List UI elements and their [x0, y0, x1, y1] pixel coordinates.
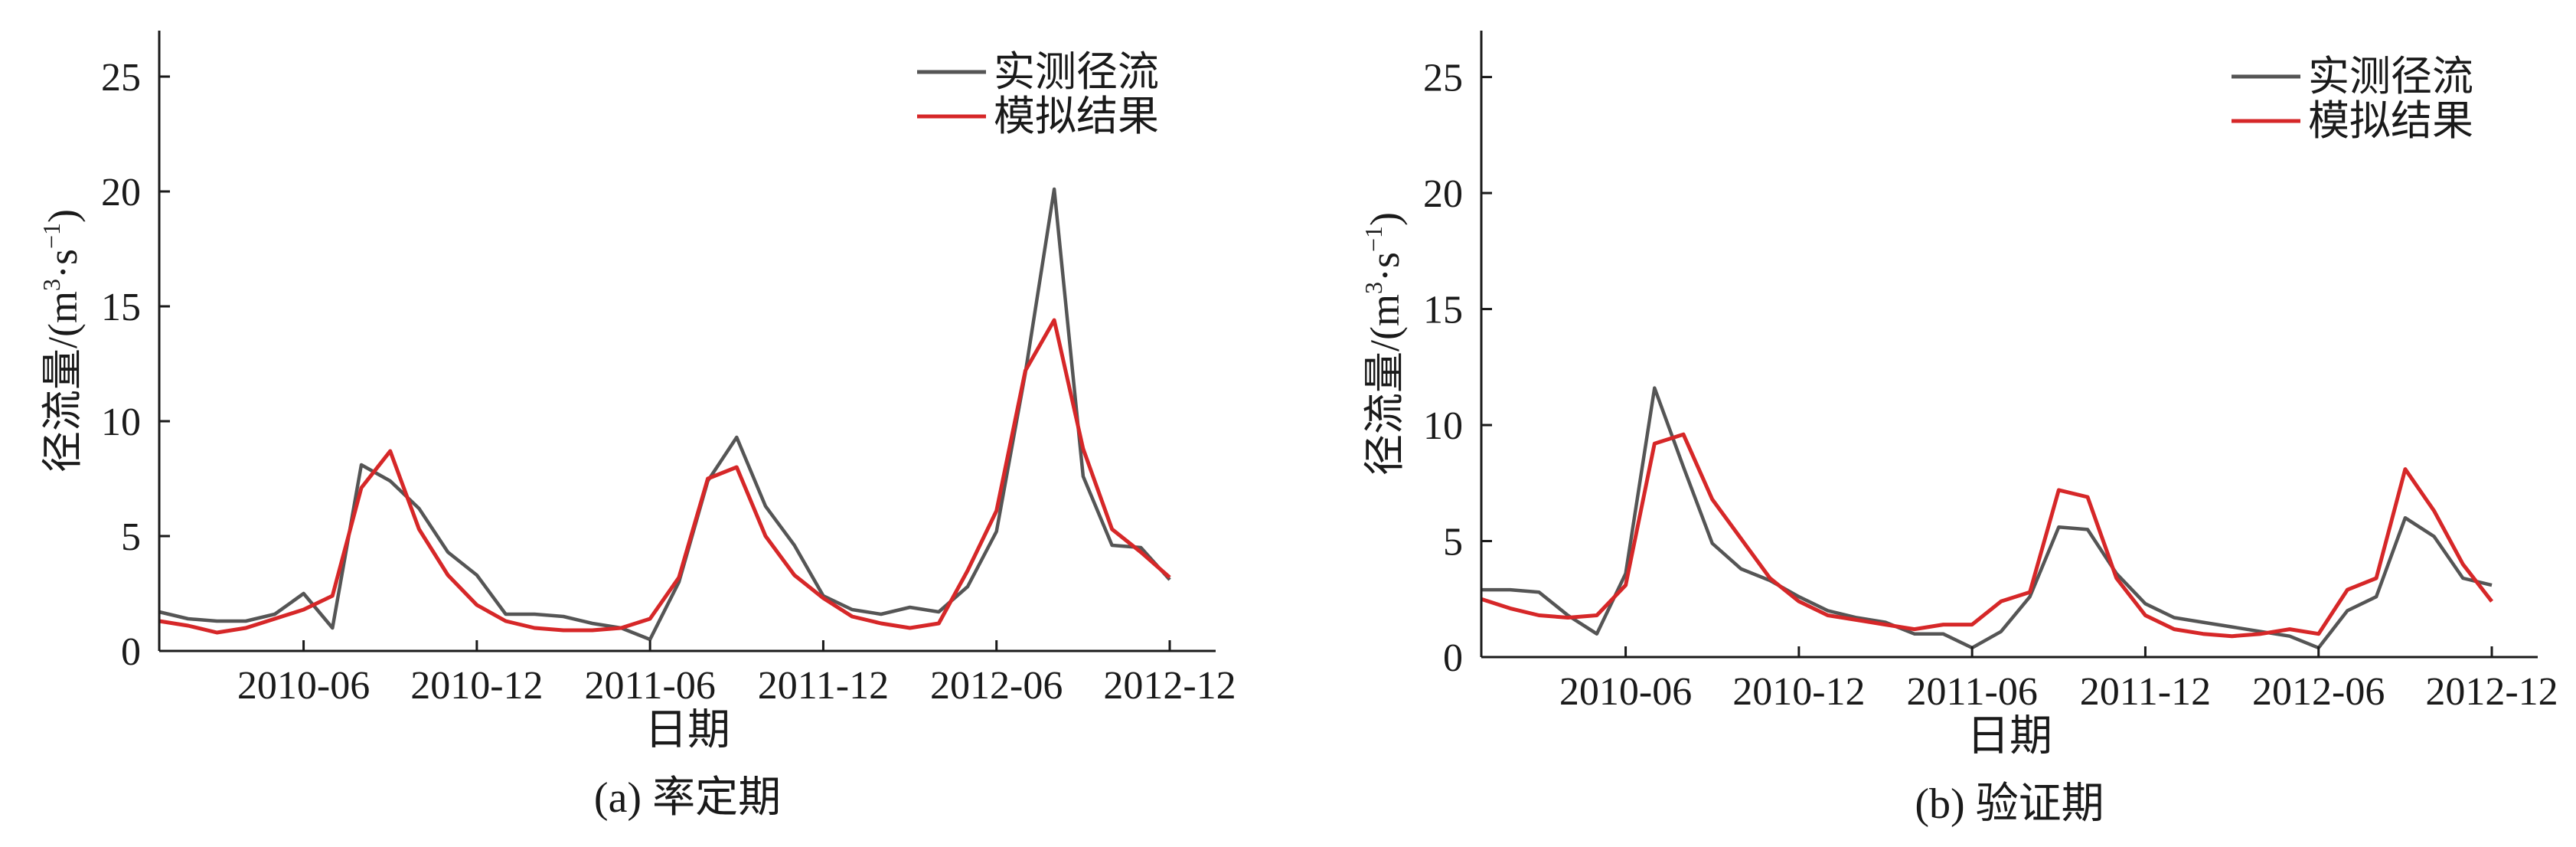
legend-label-simulated: 模拟结果 [2308, 98, 2473, 144]
series-line-simulated [1481, 432, 2493, 639]
x-tick-label: 2011-12 [758, 664, 889, 708]
y-tick-label: 25 [101, 56, 141, 100]
y-tick-label: 5 [1443, 521, 1463, 564]
y-tick-layer: 0 5 10 15 20 25 [1423, 57, 1492, 680]
series-line-observed [158, 187, 1171, 642]
y-tick-label: 25 [1423, 57, 1463, 100]
y-tick-label: 10 [101, 401, 141, 444]
y-tick-label: 5 [121, 515, 141, 559]
x-tick-label: 2012-12 [1103, 664, 1236, 708]
y-tick-label: 20 [101, 171, 141, 214]
y-axis-label: 径流量/(m3·s−1) [38, 209, 86, 473]
series-layer [158, 187, 1171, 642]
legend-label-observed: 实测径流 [994, 49, 1159, 95]
y-tick-label: 15 [101, 286, 141, 329]
x-tick-label: 2012-12 [2425, 670, 2558, 714]
x-tick-label: 2012-06 [930, 664, 1063, 708]
series-line-observed [1481, 386, 2493, 650]
series-line-simulated [158, 318, 1171, 635]
legend-label-observed: 实测径流 [2308, 54, 2473, 100]
x-axis-label: 日期 [645, 707, 730, 754]
panel-caption: (a) 率定期 [594, 774, 781, 822]
x-axis-label: 日期 [1967, 713, 2052, 760]
x-tick-label: 2010-12 [410, 664, 543, 708]
series-layer [1481, 386, 2493, 650]
y-tick-label: 20 [1423, 172, 1463, 216]
legend: 实测径流 模拟结果 [2232, 54, 2473, 144]
x-tick-layer: 2010-06 2010-12 2011-06 2011-12 2012-06 2012-… [237, 640, 1236, 708]
y-tick-label: 0 [1443, 636, 1463, 680]
panel-caption: (b) 验证期 [1915, 780, 2104, 828]
x-tick-label: 2011-12 [2080, 670, 2211, 714]
x-tick-label: 2012-06 [2252, 670, 2385, 714]
y-tick-layer: 0 5 10 15 20 25 [101, 56, 170, 674]
x-tick-layer: 2010-06 2010-12 2011-06 2011-12 2012-06 2012-… [1559, 646, 2558, 714]
legend-label-simulated: 模拟结果 [994, 93, 1159, 139]
x-tick-label: 2011-06 [1906, 670, 2037, 714]
x-tick-label: 2011-06 [584, 664, 715, 708]
x-tick-label: 2010-06 [1559, 670, 1692, 714]
x-tick-label: 2010-06 [237, 664, 370, 708]
x-tick-label: 2010-12 [1732, 670, 1865, 714]
y-tick-label: 15 [1423, 289, 1463, 332]
legend: 实测径流 模拟结果 [917, 49, 1159, 139]
y-axis-label: 径流量/(m3·s−1) [1360, 212, 1408, 476]
y-tick-label: 10 [1423, 404, 1463, 448]
y-tick-label: 0 [121, 630, 141, 674]
